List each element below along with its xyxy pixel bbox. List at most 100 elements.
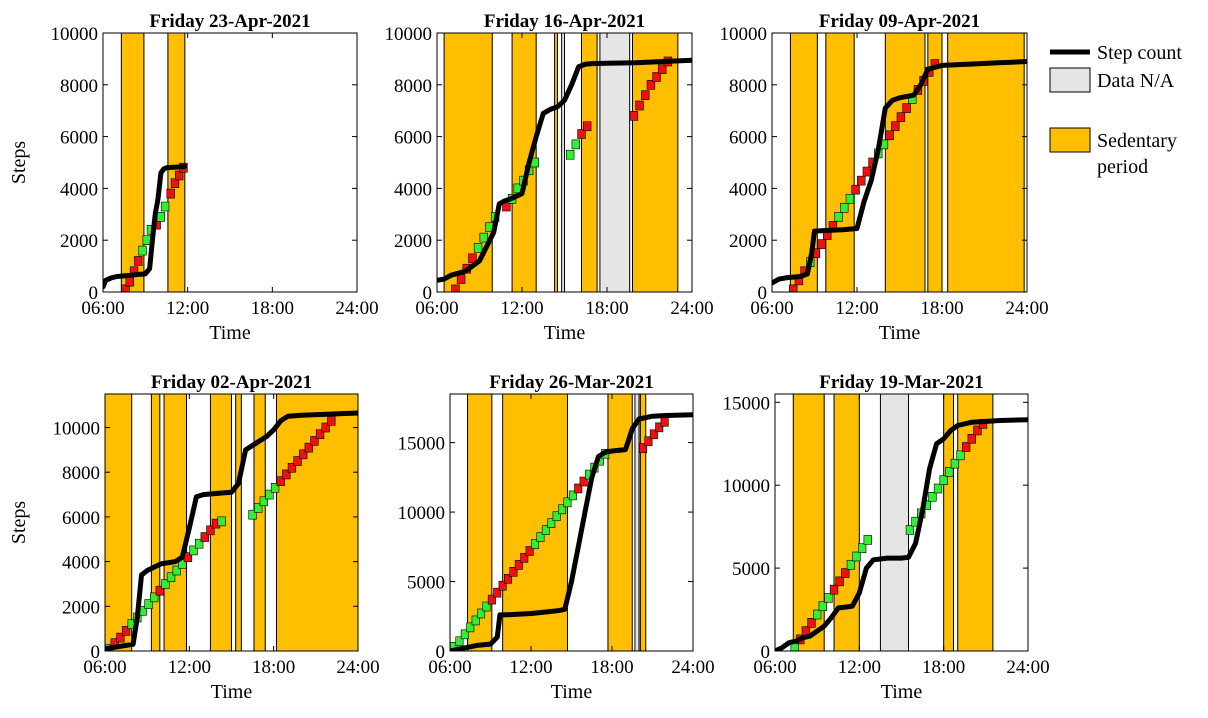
x-tick-label: 24:00 [336, 657, 379, 678]
y-tick-label: 2000 [60, 231, 98, 252]
x-tick-label: 24:00 [1005, 298, 1048, 319]
step-count-line [105, 410, 358, 651]
data-na-period [634, 394, 640, 651]
red-target-box [175, 170, 184, 181]
plot-area [105, 394, 358, 651]
step-count-line [450, 412, 693, 651]
plot-area [772, 33, 1027, 292]
red-target-box [807, 618, 816, 628]
red-target-box [639, 443, 648, 453]
y-tick-label: 6000 [729, 128, 767, 149]
green-target-box [473, 243, 483, 253]
chart-panel-4: 06:00 12:00 18:00 24:00 0 2000 4000 6000 8000 100… [8, 372, 380, 703]
red-target-box [857, 175, 866, 186]
x-axis-label: Time [209, 322, 251, 344]
x-tick-label: 06:00 [415, 298, 458, 319]
y-tick-label: 8000 [60, 76, 98, 97]
green-target-box [857, 543, 867, 554]
green-target-box [466, 622, 475, 633]
y-axis-label: Steps [8, 501, 30, 545]
y-tick-label: 4000 [394, 179, 432, 200]
x-tick-label: 06:00 [750, 298, 793, 319]
step-count-line [437, 57, 692, 283]
y-tick-label: 0 [436, 642, 446, 663]
green-target-box [818, 601, 827, 612]
red-target-box [789, 284, 798, 292]
y-tick-label: 10000 [53, 419, 101, 440]
y-tick-label: 0 [89, 283, 99, 304]
red-target-box [155, 585, 164, 596]
chart-title: Friday 02-Apr-2021 [151, 372, 312, 393]
red-target-box [451, 284, 460, 292]
y-tick-label: 4000 [62, 553, 100, 574]
sedentary-period [943, 394, 955, 651]
red-target-box [851, 184, 860, 195]
sedentary-period [632, 33, 679, 292]
x-axis-label: Time [879, 322, 921, 344]
green-target-box [270, 483, 280, 493]
axes-frame [104, 393, 359, 652]
red-target-box [577, 129, 586, 139]
green-target-box [852, 551, 861, 562]
green-target-box [482, 601, 491, 612]
green-target-box [552, 511, 561, 522]
red-target-box [835, 576, 844, 587]
sedentary-period [947, 33, 1025, 292]
chart-title: Friday 19-Mar-2021 [819, 372, 983, 393]
x-axis-label: Time [544, 322, 586, 344]
red-target-box [574, 483, 583, 494]
x-tick-label: 12:00 [838, 657, 881, 678]
green-target-box [531, 539, 540, 549]
x-tick-label: 18:00 [590, 657, 633, 678]
green-target-box [460, 629, 469, 640]
green-target-box [156, 212, 166, 222]
x-tick-label: 12:00 [509, 657, 552, 678]
green-target-box [939, 475, 948, 486]
sedentary-period [253, 394, 266, 651]
green-target-box [160, 201, 170, 212]
x-tick-label: 18:00 [922, 657, 965, 678]
y-tick-label: 6000 [62, 508, 100, 529]
red-target-box [514, 560, 523, 570]
green-target-box [265, 489, 274, 500]
green-target-box [161, 579, 170, 589]
sedentary-period [581, 33, 598, 292]
x-tick-label: 12:00 [500, 298, 543, 319]
green-target-box [950, 458, 960, 469]
red-target-box [282, 469, 291, 480]
chart-panels: 06:00 12:00 18:00 24:00 0 2000 4000 6000 8000 100… [8, 11, 1050, 703]
green-target-box [254, 503, 263, 513]
red-target-box [649, 429, 658, 440]
y-tick-label: 0 [758, 283, 768, 304]
sedentary-period [884, 33, 926, 292]
red-target-box [896, 112, 906, 122]
axes-frame [436, 32, 693, 293]
data-na-period [561, 33, 566, 292]
sedentary-period [105, 394, 133, 651]
y-tick-label: 2000 [729, 231, 767, 252]
red-target-box [299, 449, 308, 460]
red-target-box [582, 121, 592, 132]
y-tick-label: 5000 [407, 573, 445, 594]
legend-sedentary-swatch [1049, 127, 1091, 153]
y-tick-label: 6000 [60, 128, 98, 149]
green-target-box [834, 212, 843, 222]
plot-area [437, 33, 692, 292]
x-tick-label: 12:00 [835, 298, 878, 319]
green-target-box [928, 491, 937, 502]
red-target-box [841, 568, 850, 578]
green-target-box [933, 483, 943, 494]
red-target-box [646, 80, 656, 90]
red-target-box [660, 416, 669, 427]
step-count-line [103, 163, 188, 290]
red-target-box [504, 573, 513, 584]
plot-area [775, 394, 1028, 651]
chart-title: Friday 09-Apr-2021 [819, 11, 980, 32]
sedentary-period [163, 394, 188, 651]
red-target-box [520, 553, 529, 563]
step-count-line [775, 417, 1028, 651]
sedentary-period [150, 394, 161, 651]
legend: Step count Data N/A Sedentary period [1049, 42, 1182, 178]
red-target-box [652, 72, 661, 82]
